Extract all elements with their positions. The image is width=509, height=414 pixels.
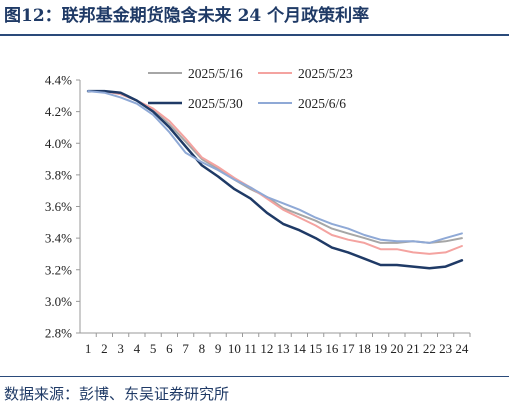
legend-item-2025-5-16-label: 2025/5/16 xyxy=(188,66,243,81)
x-tick-label: 23 xyxy=(439,341,452,356)
legend: 2025/5/16 2025/5/23 2025/5/30 2025/6/6 xyxy=(148,66,353,111)
x-tick-label: 13 xyxy=(277,341,290,356)
x-tick-label: 16 xyxy=(325,341,339,356)
y-tick-label: 4.2% xyxy=(45,104,72,119)
x-tick-label: 6 xyxy=(166,341,173,356)
x-tick-label: 21 xyxy=(407,341,420,356)
y-tick-label: 2.8% xyxy=(45,326,72,341)
source-divider xyxy=(0,376,509,377)
x-tick-label: 5 xyxy=(150,341,157,356)
x-tick-label: 10 xyxy=(228,341,241,356)
x-tick-label: 19 xyxy=(374,341,387,356)
y-tick-label: 3.8% xyxy=(45,167,72,182)
figure-source: 数据来源：彭博、东吴证券研究所 xyxy=(4,385,230,403)
x-tick-label: 8 xyxy=(199,341,206,356)
series-line-2025-5-30 xyxy=(86,89,464,270)
x-tick-label: 12 xyxy=(260,341,273,356)
x-tick-label: 14 xyxy=(293,341,307,356)
y-tick-label: 3.2% xyxy=(45,262,72,277)
chart-axes xyxy=(79,80,470,334)
x-tick-label: 18 xyxy=(358,341,371,356)
y-axis-ticks: 2.8% 3.0% 3.2% 3.4% 3.6% 3.8% 4.0% 4.2% 4.4% xyxy=(45,73,80,341)
x-tick-label: 11 xyxy=(244,341,257,356)
x-tick-label: 15 xyxy=(309,341,322,356)
legend-item-2025-6-6-label: 2025/6/6 xyxy=(298,96,346,111)
series-line-2025-5-23 xyxy=(87,90,463,255)
legend-item-2025-5-30-label: 2025/5/30 xyxy=(188,96,243,111)
x-tick-label: 3 xyxy=(117,341,124,356)
y-tick-label: 3.0% xyxy=(45,294,72,309)
x-tick-label: 17 xyxy=(342,341,356,356)
series-lines xyxy=(86,89,464,270)
x-tick-label: 9 xyxy=(215,341,222,356)
series-line-2025-6-6 xyxy=(87,90,463,244)
legend-item-2025-5-23-label: 2025/5/23 xyxy=(298,66,353,81)
x-tick-label: 7 xyxy=(182,341,189,356)
x-tick-label: 2 xyxy=(101,341,108,356)
x-tick-label: 22 xyxy=(423,341,436,356)
x-tick-label: 1 xyxy=(85,341,92,356)
x-tick-label: 24 xyxy=(455,341,469,356)
x-tick-label: 4 xyxy=(134,341,141,356)
y-tick-label: 4.4% xyxy=(45,73,72,88)
x-tick-label: 20 xyxy=(390,341,403,356)
title-divider xyxy=(0,34,509,36)
figure-title: 图12：联邦基金期货隐含未来 24 个月政策利率 xyxy=(4,6,370,26)
y-tick-label: 4.0% xyxy=(45,136,72,151)
y-tick-label: 3.4% xyxy=(45,231,72,246)
x-axis-ticks: 1 2 3 4 5 6 7 8 9 10 11 12 13 14 15 16 17 18 19 20 21 22 23 24 xyxy=(85,333,471,356)
y-tick-label: 3.6% xyxy=(45,199,72,214)
series-line-2025-5-16 xyxy=(87,90,463,244)
